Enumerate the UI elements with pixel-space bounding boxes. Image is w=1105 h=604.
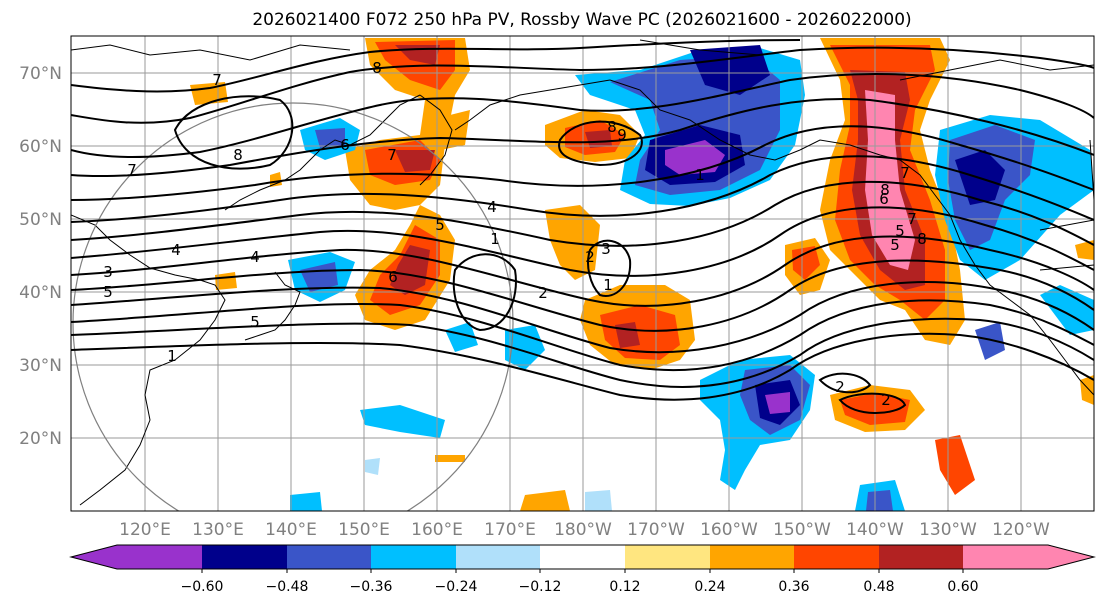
colorbar-tick-labels: −0.60 −0.48 −0.36 −0.24 −0.12 0.12 0.24 … bbox=[181, 579, 979, 595]
colorbar-segment bbox=[710, 545, 795, 569]
contour-label: 8 bbox=[233, 146, 243, 164]
colorbar-segment bbox=[625, 545, 711, 569]
colorbar-segment bbox=[794, 545, 880, 569]
contour-label: 6 bbox=[388, 268, 398, 286]
lon-label: 170°W bbox=[627, 520, 685, 540]
contour-label: 4 bbox=[171, 241, 181, 259]
contour-label: 8 bbox=[372, 59, 382, 77]
colorbar-segment bbox=[287, 545, 372, 569]
contour-label: 9 bbox=[617, 126, 627, 144]
reference-circle bbox=[72, 102, 514, 511]
colorbar-segment bbox=[879, 545, 964, 569]
lon-label: 170°E bbox=[484, 520, 536, 540]
lat-label: 60°N bbox=[19, 137, 62, 157]
contour-label: 3 bbox=[601, 240, 611, 258]
lon-label: 120°E bbox=[119, 520, 171, 540]
colorbar-outline bbox=[69, 544, 1096, 570]
colorbar-tick-label: −0.60 bbox=[181, 579, 224, 595]
contour-label: 7 bbox=[127, 161, 137, 179]
contour-label: 4 bbox=[487, 198, 497, 216]
colorbar-segment bbox=[456, 545, 541, 569]
lon-label: 130°E bbox=[192, 520, 244, 540]
colorbar-segment bbox=[1048, 545, 1094, 569]
colorbar-tick-label: 0.60 bbox=[947, 579, 978, 595]
lon-label: 180°W bbox=[554, 520, 612, 540]
contour-label: 5 bbox=[103, 283, 113, 301]
pv-contours bbox=[71, 39, 1094, 414]
contour-label: 6 bbox=[879, 190, 889, 208]
lon-label: 160°E bbox=[411, 520, 463, 540]
contour-label: 7 bbox=[212, 71, 222, 89]
lon-label: 140°E bbox=[265, 520, 317, 540]
contour-label: 5 bbox=[890, 236, 900, 254]
contour-label: 2 bbox=[835, 378, 845, 396]
coastlines bbox=[71, 39, 1094, 506]
colorbar-tick-label: −0.24 bbox=[435, 579, 478, 595]
contour-label: 6 bbox=[340, 136, 350, 154]
map-title: 2026021400 F072 250 hPa PV, Rossby Wave … bbox=[252, 10, 911, 30]
lat-label: 70°N bbox=[19, 64, 62, 84]
colorbar-segments bbox=[71, 545, 1094, 569]
contour-label: 2 bbox=[538, 284, 548, 302]
contour-label: 3 bbox=[103, 263, 113, 281]
contour-label: 4 bbox=[250, 248, 260, 266]
lat-label: 50°N bbox=[19, 210, 62, 230]
colorbar-ticks bbox=[201, 569, 964, 573]
lon-label: 140°W bbox=[846, 520, 904, 540]
lat-label: 20°N bbox=[19, 429, 62, 449]
colorbar-segment bbox=[202, 545, 288, 569]
lon-label: 150°W bbox=[773, 520, 831, 540]
contour-label: 8 bbox=[880, 181, 890, 199]
contour-labels: 7 8 8 7 7 6 6 5 4 4 4 3 5 5 1 1 2 2 3 8 … bbox=[103, 59, 927, 409]
lon-label: 130°W bbox=[919, 520, 977, 540]
colorbar-segment bbox=[371, 545, 457, 569]
colorbar-segment bbox=[963, 545, 1049, 569]
lat-labels: 70°N 60°N 50°N 40°N 30°N 20°N bbox=[19, 64, 62, 449]
lat-label: 40°N bbox=[19, 283, 62, 303]
lon-labels: 120°E 130°E 140°E 150°E 160°E 170°E 180°… bbox=[119, 520, 1050, 540]
contour-label: 1 bbox=[603, 276, 613, 294]
colorbar-tick-label: 0.36 bbox=[778, 579, 809, 595]
map-area: 7 8 8 7 7 6 6 5 4 4 4 3 5 5 1 1 2 2 3 8 … bbox=[71, 36, 1094, 511]
colorbar-segment bbox=[71, 545, 117, 569]
lon-label: 120°W bbox=[992, 520, 1050, 540]
colorbar-segment bbox=[540, 545, 626, 569]
contour-label: 8 bbox=[917, 230, 927, 248]
contour-label: 5 bbox=[435, 216, 445, 234]
contour-label: 2 bbox=[881, 391, 891, 409]
contour-label: 1 bbox=[167, 347, 177, 365]
colorbar: −0.60 −0.48 −0.36 −0.24 −0.12 0.12 0.24 … bbox=[69, 544, 1096, 595]
lon-label: 160°W bbox=[700, 520, 758, 540]
map-frame bbox=[70, 35, 1095, 512]
contour-label: 5 bbox=[895, 222, 905, 240]
contour-label: 1 bbox=[490, 230, 500, 248]
colorbar-tick-label: −0.48 bbox=[266, 579, 309, 595]
contour-label: 1 bbox=[695, 166, 705, 184]
colorbar-tick-label: −0.12 bbox=[519, 579, 562, 595]
contour-label: 7 bbox=[387, 146, 397, 164]
lon-label: 150°E bbox=[338, 520, 390, 540]
contour-label: 8 bbox=[607, 118, 617, 136]
colorbar-tick-label: 0.48 bbox=[863, 579, 894, 595]
contour-label: 7 bbox=[900, 164, 910, 182]
colorbar-segment bbox=[117, 545, 203, 569]
contour-label: 7 bbox=[907, 210, 917, 228]
contour-label: 5 bbox=[250, 313, 260, 331]
colorbar-tick-label: 0.24 bbox=[694, 579, 725, 595]
contour-label: 2 bbox=[585, 248, 595, 266]
colorbar-tick-label: 0.12 bbox=[609, 579, 640, 595]
colorbar-tick-label: −0.36 bbox=[350, 579, 393, 595]
lat-label: 30°N bbox=[19, 356, 62, 376]
